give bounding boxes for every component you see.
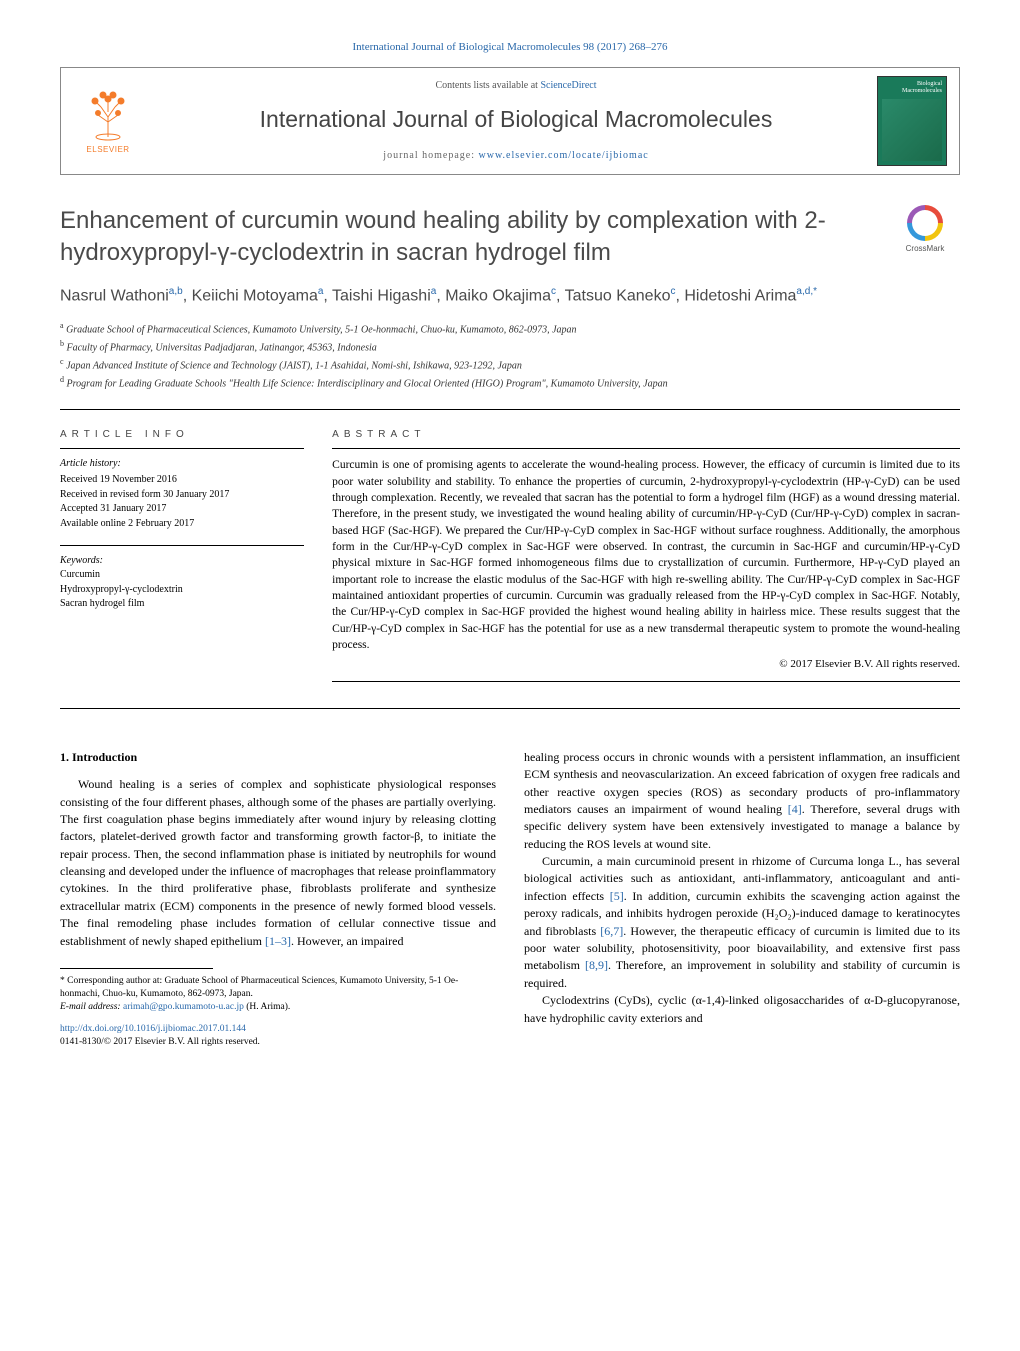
corresponding-author-note: * Corresponding author at: Graduate Scho… xyxy=(60,975,496,1001)
p1-tail: . However, an impaired xyxy=(291,934,403,948)
journal-cover-thumbnail: Biological Macromolecules xyxy=(877,76,947,166)
history-label: Article history: xyxy=(60,457,304,471)
crossmark-icon xyxy=(907,205,943,241)
author-3-aff: a xyxy=(431,286,437,297)
introduction-heading: 1. Introduction xyxy=(60,749,496,766)
title-block: CrossMark Enhancement of curcumin wound … xyxy=(60,205,960,391)
affiliation-b-text: Faculty of Pharmacy, Universitas Padjadj… xyxy=(67,342,377,353)
corresponding-email-link[interactable]: arimah@gpo.kumamoto-u.ac.jp xyxy=(123,1002,244,1012)
footnote-rule xyxy=(60,968,213,969)
abstract-copyright: © 2017 Elsevier B.V. All rights reserved… xyxy=(332,657,960,672)
author-5-aff: c xyxy=(670,286,675,297)
history-revised: Received in revised form 30 January 2017 xyxy=(60,488,304,503)
body-column-right: healing process occurs in chronic wounds… xyxy=(524,749,960,1049)
ref-6-7-link[interactable]: [6,7] xyxy=(600,924,623,938)
abstract-column: abstract Curcumin is one of promising ag… xyxy=(332,428,960,689)
article-title: Enhancement of curcumin wound healing ab… xyxy=(60,205,960,267)
article-info-column: article info Article history: Received 1… xyxy=(60,428,304,689)
affiliation-c-text: Japan Advanced Institute of Science and … xyxy=(66,360,522,371)
intro-paragraph-1: Wound healing is a series of complex and… xyxy=(60,776,496,950)
authors-list: Nasrul Wathonia,b, Keiichi Motoyamaa, Ta… xyxy=(60,284,960,308)
affiliation-a: a Graduate School of Pharmaceutical Scie… xyxy=(60,320,960,338)
affiliation-a-text: Graduate School of Pharmaceutical Scienc… xyxy=(66,324,576,335)
body-column-left: 1. Introduction Wound healing is a serie… xyxy=(60,749,496,1049)
keywords-list: Curcumin Hydroxypropyl-γ-cyclodextrin Sa… xyxy=(60,568,304,612)
intro-paragraph-4: Cyclodextrins (CyDs), cyclic (α-1,4)-lin… xyxy=(524,992,960,1027)
author-4: Maiko Okajima xyxy=(445,287,551,304)
issn-copyright-line: 0141-8130/© 2017 Elsevier B.V. All right… xyxy=(60,1036,496,1049)
ref-5-link[interactable]: [5] xyxy=(610,889,624,903)
doi-link[interactable]: http://dx.doi.org/10.1016/j.ijbiomac.201… xyxy=(60,1024,246,1034)
elsevier-logo-text: ELSEVIER xyxy=(86,144,129,155)
intro-paragraph-3: Curcumin, a main curcuminoid present in … xyxy=(524,853,960,992)
affiliations: a Graduate School of Pharmaceutical Scie… xyxy=(60,320,960,391)
affiliation-d-text: Program for Leading Graduate Schools "He… xyxy=(67,378,668,389)
author-4-aff: c xyxy=(551,286,556,297)
keyword-3: Sacran hydrogel film xyxy=(60,597,304,612)
cover-image-placeholder xyxy=(882,99,942,162)
contents-prefix: Contents lists available at xyxy=(435,80,540,91)
crossmark-label: CrossMark xyxy=(890,243,960,254)
email-line: E-mail address: arimah@gpo.kumamoto-u.ac… xyxy=(60,1001,496,1014)
article-info-label: article info xyxy=(60,428,304,442)
history-online: Available online 2 February 2017 xyxy=(60,517,304,532)
abstract-text: Curcumin is one of promising agents to a… xyxy=(332,457,960,653)
masthead: ELSEVIER Contents lists available at Sci… xyxy=(60,67,960,175)
rule-below-abstract xyxy=(60,708,960,709)
p1-text: Wound healing is a series of complex and… xyxy=(60,777,496,948)
ref-4-link[interactable]: [4] xyxy=(788,802,802,816)
history-lines: Received 19 November 2016 Received in re… xyxy=(60,473,304,531)
elsevier-tree-icon xyxy=(83,87,133,142)
affiliation-b: b Faculty of Pharmacy, Universitas Padja… xyxy=(60,338,960,356)
intro-paragraph-2: healing process occurs in chronic wounds… xyxy=(524,749,960,853)
email-label: E-mail address: xyxy=(60,1002,123,1012)
footnotes: * Corresponding author at: Graduate Scho… xyxy=(60,975,496,1013)
keywords-label: Keywords: xyxy=(60,554,304,568)
keyword-2: Hydroxypropyl-γ-cyclodextrin xyxy=(60,583,304,598)
affiliation-d: d Program for Leading Graduate Schools "… xyxy=(60,374,960,392)
journal-name: International Journal of Biological Macr… xyxy=(155,103,877,135)
history-received: Received 19 November 2016 xyxy=(60,473,304,488)
rule-above-info xyxy=(60,409,960,410)
doi-block: http://dx.doi.org/10.1016/j.ijbiomac.201… xyxy=(60,1023,496,1049)
journal-homepage-line: journal homepage: www.elsevier.com/locat… xyxy=(155,149,877,163)
keyword-1: Curcumin xyxy=(60,568,304,583)
author-6: Hidetoshi Arima xyxy=(684,287,796,304)
author-1: Nasrul Wathoni xyxy=(60,287,169,304)
history-accepted: Accepted 31 January 2017 xyxy=(60,502,304,517)
ref-1-3-link[interactable]: [1–3] xyxy=(265,934,291,948)
elsevier-logo: ELSEVIER xyxy=(73,81,143,161)
sciencedirect-link[interactable]: ScienceDirect xyxy=(540,80,596,91)
header-citation: International Journal of Biological Macr… xyxy=(60,40,960,55)
journal-homepage-link[interactable]: www.elsevier.com/locate/ijbiomac xyxy=(479,150,649,161)
info-abstract-row: article info Article history: Received 1… xyxy=(60,428,960,689)
homepage-prefix: journal homepage: xyxy=(383,150,478,161)
ref-8-9-link[interactable]: [8,9] xyxy=(585,958,608,972)
author-2: Keiichi Motoyama xyxy=(192,287,318,304)
author-6-aff: a,d,* xyxy=(796,286,817,297)
masthead-center: Contents lists available at ScienceDirec… xyxy=(155,79,877,163)
body-columns: 1. Introduction Wound healing is a serie… xyxy=(60,749,960,1049)
author-1-aff: a,b xyxy=(169,286,183,297)
author-3: Taishi Higashi xyxy=(332,287,431,304)
crossmark-badge[interactable]: CrossMark xyxy=(890,205,960,254)
contents-available-line: Contents lists available at ScienceDirec… xyxy=(155,79,877,93)
affiliation-c: c Japan Advanced Institute of Science an… xyxy=(60,356,960,374)
author-2-aff: a xyxy=(318,286,324,297)
email-suffix: (H. Arima). xyxy=(244,1002,290,1012)
author-5: Tatsuo Kaneko xyxy=(565,287,671,304)
cover-title: Biological Macromolecules xyxy=(882,81,942,94)
abstract-label: abstract xyxy=(332,428,960,442)
